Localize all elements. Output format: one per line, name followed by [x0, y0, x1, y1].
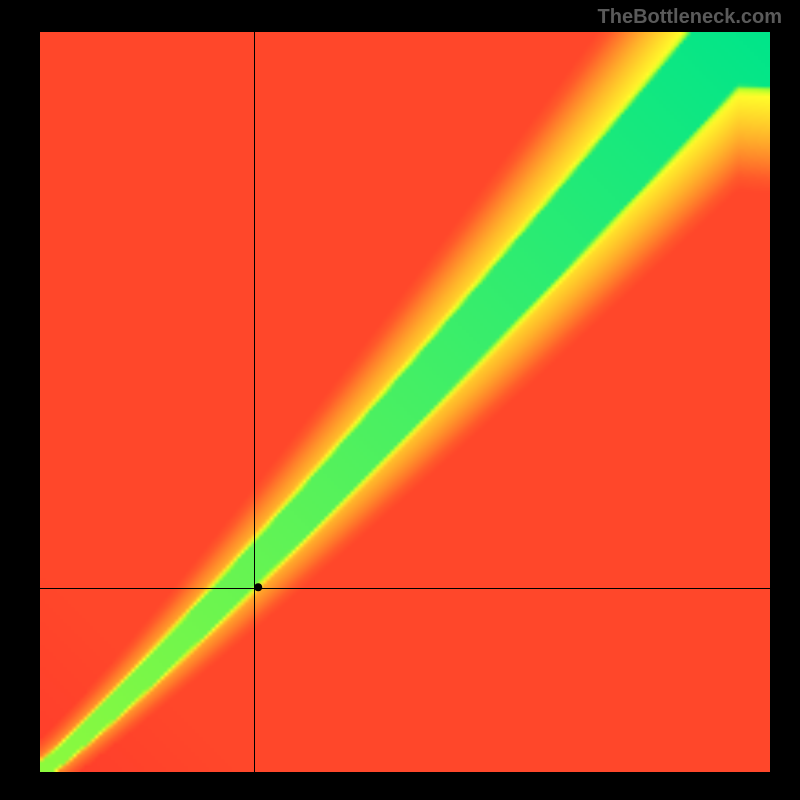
- watermark-text: TheBottleneck.com: [598, 6, 782, 29]
- heatmap-canvas: [40, 32, 770, 772]
- data-point-marker: [254, 583, 262, 591]
- crosshair-horizontal: [40, 588, 770, 589]
- bottleneck-heatmap: [40, 32, 770, 772]
- crosshair-vertical: [254, 32, 255, 772]
